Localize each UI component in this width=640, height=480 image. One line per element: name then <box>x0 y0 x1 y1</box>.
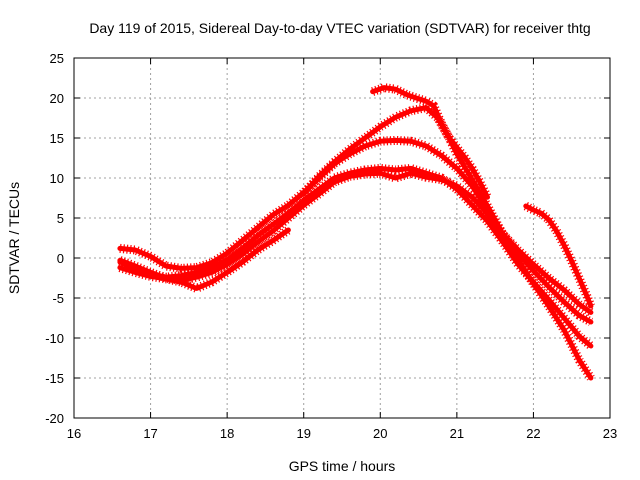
series-markers-arc-7 <box>523 202 596 308</box>
y-tick-label: -15 <box>45 371 64 386</box>
series-group <box>117 83 596 381</box>
x-tick-label: 20 <box>373 426 387 441</box>
y-tick-label: 0 <box>57 251 64 266</box>
series-arc-6 <box>370 83 492 200</box>
x-tick-label: 18 <box>220 426 234 441</box>
y-tick-label: -5 <box>52 291 64 306</box>
series-arc-7 <box>523 202 596 309</box>
series-arc-2 <box>117 168 594 326</box>
y-tick-label: 20 <box>50 91 64 106</box>
y-tick-label: -20 <box>45 411 64 426</box>
series-markers-arc-6 <box>371 83 492 200</box>
x-tick-label: 19 <box>296 426 310 441</box>
series-line-arc-5 <box>301 105 594 381</box>
series-markers-arc-5 <box>300 103 595 381</box>
x-tick-label: 16 <box>67 426 81 441</box>
series-arc-5 <box>300 103 595 381</box>
y-tick-label: 10 <box>50 171 64 186</box>
x-tick-label: 23 <box>603 426 617 441</box>
axis-ticks: 16 17 18 19 20 21 22 23 -20 -15 -10 -5 0 5 10 15 20 25 <box>45 51 617 441</box>
x-tick-label: 22 <box>526 426 540 441</box>
grid <box>74 58 610 418</box>
y-tick-label: 15 <box>50 131 64 146</box>
chart-title: Day 119 of 2015, Sidereal Day-to-day VTE… <box>89 20 590 36</box>
x-axis-label: GPS time / hours <box>289 458 396 474</box>
y-tick-label: 25 <box>50 51 64 66</box>
x-tick-label: 17 <box>143 426 157 441</box>
x-tick-label: 21 <box>450 426 464 441</box>
series-markers-arc-2 <box>118 168 594 326</box>
y-tick-label: -10 <box>45 331 64 346</box>
y-axis-label: SDTVAR / TECUs <box>6 182 22 294</box>
plot-frame <box>73 57 611 419</box>
y-tick-label: 5 <box>57 211 64 226</box>
